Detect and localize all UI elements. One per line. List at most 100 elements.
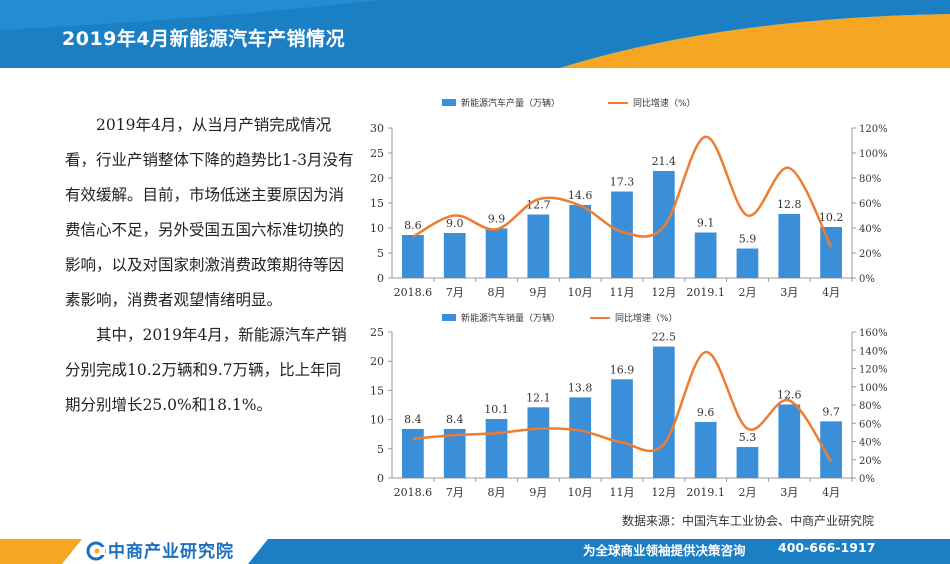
chart2-bar — [611, 379, 633, 478]
chart1-y-right-tick-label: 100% — [859, 149, 888, 160]
chart2-y-right-tick-label: 120% — [859, 365, 888, 376]
chart2-x-tick-label: 2月 — [738, 486, 756, 499]
chart1-bar-value-label: 17.3 — [610, 176, 635, 189]
chart2-bar-value-label: 10.1 — [484, 403, 509, 416]
chart2-bar — [402, 428, 424, 478]
chart2-bar — [527, 407, 550, 478]
chart2-bar-value-label: 16.9 — [610, 363, 635, 376]
chart1-y-right-tick-label: 40% — [859, 224, 881, 235]
chart2-bar-value-label: 8.4 — [404, 413, 422, 426]
chart1-bar — [778, 214, 801, 278]
chart2-y-right-tick-label: 160% — [859, 328, 888, 339]
chart2-x-tick-label: 2019.1 — [686, 486, 725, 499]
chart1-bar — [569, 205, 592, 278]
chart1-bar-value-label: 10.2 — [819, 211, 844, 224]
chart1-y-right-tick-label: 80% — [859, 174, 881, 185]
chart2-x-tick-label: 4月 — [822, 486, 840, 499]
chart1-y-left-tick-label: 0 — [377, 272, 384, 285]
chart2-x-tick-label: 2018.6 — [394, 486, 433, 499]
brand-name: 中商产业研究院 — [108, 542, 234, 562]
chart1-bar — [694, 232, 717, 278]
chart2-y-right-tick-label: 20% — [859, 456, 881, 467]
header-blue-band — [0, 0, 950, 68]
chart2-growth-line — [412, 350, 833, 463]
chart2-y-left-tick-label: 25 — [370, 326, 384, 339]
chart2-bar-value-label: 13.8 — [568, 381, 593, 394]
chart2-y-left-tick-label: 10 — [370, 414, 384, 427]
footer-slogan: 为全球商业领袖提供决策咨询 — [583, 543, 746, 558]
footer-bar — [0, 539, 950, 564]
chart2-y-left-tick-label: 5 — [377, 443, 384, 456]
chart2-y-right-tick-label: 40% — [859, 438, 881, 449]
chart2-y-left-tick-label: 15 — [370, 384, 384, 397]
chart1-bar — [611, 191, 633, 278]
chart2-bar-value-label: 22.5 — [652, 331, 677, 344]
chart1-bar — [527, 214, 550, 278]
chart1-x-tick-label: 2019.1 — [686, 286, 725, 299]
chart2-bar — [443, 428, 466, 478]
chart1-bar-value-label: 9.9 — [488, 213, 506, 226]
chart2-bar-value-label: 12.6 — [777, 388, 802, 401]
chart2-bar — [778, 404, 801, 478]
footer-phone: 400-666-1917 — [778, 540, 876, 555]
chart2-y-right-tick-label: 60% — [859, 419, 881, 430]
chart1-bar-value-label: 14.6 — [568, 189, 593, 202]
chart1-bar-value-label: 5.9 — [739, 233, 757, 246]
footer-right-blue — [248, 539, 950, 564]
chart1-x-tick-label: 4月 — [822, 286, 840, 299]
chart2-bar-value-label: 5.3 — [739, 431, 757, 444]
chart1-y-left-tick-label: 25 — [370, 147, 384, 160]
chart2-bar — [736, 447, 759, 478]
chart1-x-tick-label: 7月 — [446, 286, 464, 299]
chart2-legend-bar-swatch — [442, 314, 456, 321]
chart2-y-right-tick-label: 100% — [859, 383, 888, 394]
chart2-y-right-tick-label: 0% — [859, 474, 875, 485]
chart2-y-left-tick-label: 20 — [370, 355, 384, 368]
chart2-y-right-tick-label: 140% — [859, 346, 888, 357]
chart1-x-tick-label: 12月 — [651, 286, 676, 299]
paragraph-1: 2019年4月，从当月产销完成情况看，行业产销整体下降的趋势比1-3月没有有效缓… — [65, 116, 354, 309]
chart2-bar — [569, 397, 592, 478]
chart1-legend-bar-label: 新能源汽车产量（万辆） — [461, 97, 560, 109]
source-note: 数据来源：中国汽车工业协会、中商产业研究院 — [622, 514, 875, 528]
chart1-legend-line-label: 同比增速（%） — [633, 97, 696, 109]
chart1-y-right-tick-label: 60% — [859, 199, 881, 210]
chart1-x-tick-label: 2018.6 — [394, 286, 433, 299]
chart2-bar-value-label: 12.1 — [526, 391, 551, 404]
chart2-x-tick-label: 8月 — [488, 486, 506, 499]
chart1-bar — [443, 233, 466, 278]
header-orange-wave — [560, 14, 950, 68]
paragraph-2: 其中，2019年4月，新能源汽车产销分别完成10.2万辆和9.7万辆，比上年同期… — [65, 326, 347, 414]
chart1-bar — [652, 171, 675, 278]
page-title: 2019年4月新能源汽车产销情况 — [62, 28, 346, 50]
chart1-x-tick-label: 11月 — [610, 286, 635, 299]
chart1-bar — [485, 228, 508, 278]
chart2-legend-bar-label: 新能源汽车销量（万辆） — [461, 312, 560, 324]
chart2-bar-value-label: 9.7 — [822, 405, 840, 418]
chart2-bar — [652, 346, 675, 478]
header-light-stripe — [0, 0, 380, 30]
chart1-bar-value-label: 8.6 — [404, 219, 422, 232]
chart1-x-tick-label: 8月 — [488, 286, 506, 299]
chart1-bar — [402, 235, 424, 278]
chart1-x-tick-label: 10月 — [568, 286, 593, 299]
chart1-growth-line — [412, 135, 833, 248]
chart1-y-left-tick-label: 10 — [370, 222, 384, 235]
chart1-bar — [820, 227, 842, 278]
chart1-bar-value-label: 12.8 — [777, 198, 802, 211]
chart2-x-tick-label: 9月 — [529, 486, 547, 499]
chart1-x-tick-label: 9月 — [529, 286, 547, 299]
chart2-y-left-tick-label: 0 — [377, 472, 384, 485]
chart2-bar — [694, 421, 717, 478]
chart2-legend-line-label: 同比增速（%） — [615, 312, 678, 324]
chart1-x-tick-label: 2月 — [738, 286, 756, 299]
chart2-y-right-tick-label: 80% — [859, 401, 881, 412]
chart2-x-tick-label: 7月 — [446, 486, 464, 499]
chart2-bar-value-label: 9.6 — [697, 406, 715, 419]
body-text: 2019年4月，从当月产销完成情况看，行业产销整体下降的趋势比1-3月没有有效缓… — [65, 108, 355, 423]
chart2-x-tick-label: 10月 — [568, 486, 593, 499]
chart1-y-right-tick-label: 0% — [859, 274, 875, 285]
chart1-bar-value-label: 21.4 — [652, 155, 677, 168]
brand-logo-icon — [86, 541, 106, 561]
